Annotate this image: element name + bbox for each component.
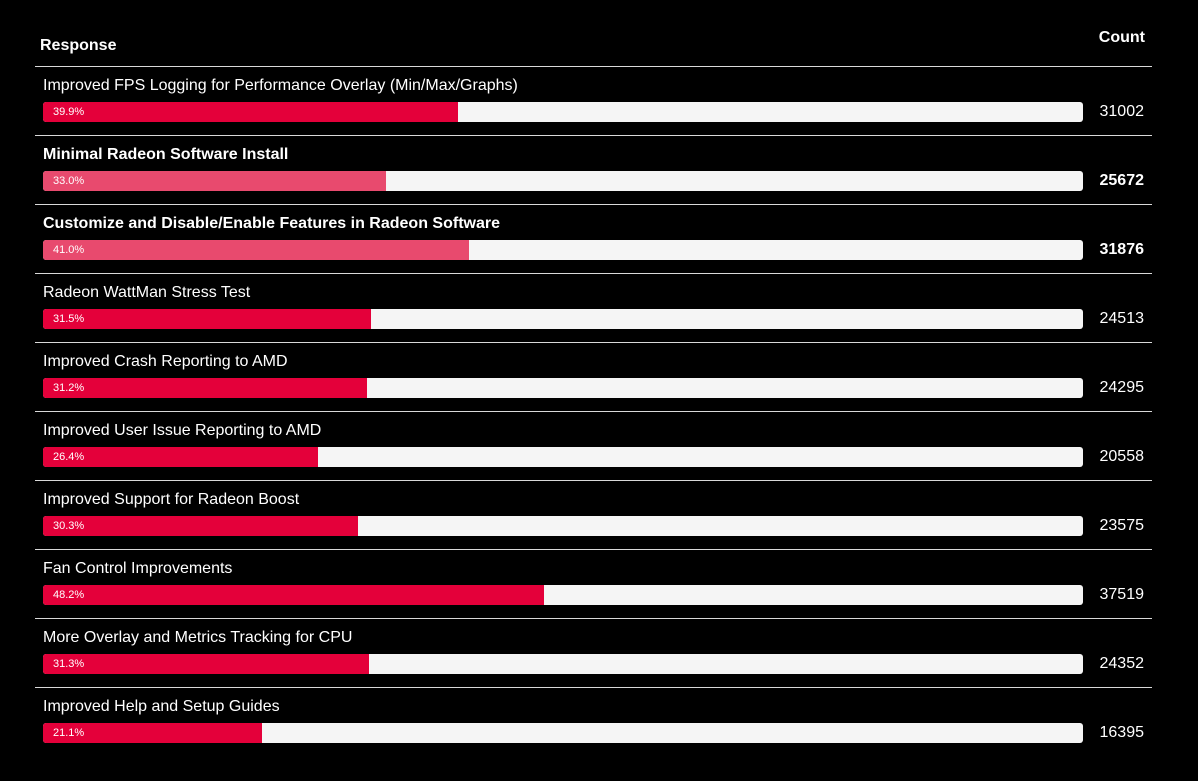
response-label: Customize and Disable/Enable Features in… [43,215,500,232]
bar-fill [43,102,458,122]
count-value: 24295 [1099,379,1145,396]
response-label: Fan Control Improvements [43,560,233,577]
response-row: Improved Crash Reporting to AMD 31.2% 2429… [35,342,1152,411]
bar-track: 21.1% [43,723,1083,743]
count-value: 24513 [1099,310,1145,327]
percent-label: 21.1% [53,727,85,739]
count-value: 20558 [1099,448,1145,465]
response-row: Improved User Issue Reporting to AMD 26.4… [35,411,1152,480]
response-column-header: Response [40,37,117,54]
bar-track: 31.2% [43,378,1083,398]
percent-label: 26.4% [53,451,85,463]
bar-fill [43,447,318,467]
response-row: More Overlay and Metrics Tracking for CP… [35,618,1152,687]
response-row: Improved Help and Setup Guides 21.1% 16395 [35,687,1152,756]
percent-label: 48.2% [53,589,85,601]
bar-fill [43,723,263,743]
bar-track: 30.3% [43,516,1083,536]
percent-label: 33.0% [53,175,85,187]
response-label: Improved Help and Setup Guides [43,698,280,715]
response-row: Customize and Disable/Enable Features in… [35,204,1152,273]
count-value: 23575 [1099,517,1145,534]
percent-label: 30.3% [53,520,85,532]
count-column-header: Count [1098,29,1145,46]
response-list: Improved FPS Logging for Performance Ove… [35,66,1152,756]
bar-fill [43,378,368,398]
bar-fill [43,516,359,536]
response-row: Improved Support for Radeon Boost 30.3% 23… [35,480,1152,549]
percent-label: 31.2% [53,382,85,394]
count-value: 16395 [1099,724,1145,741]
bar-track: 26.4% [43,447,1083,467]
count-value: 31876 [1099,241,1145,258]
bar-track: 48.2% [43,585,1083,605]
count-value: 31002 [1099,103,1145,120]
bar-fill [43,309,371,329]
bar-track: 31.3% [43,654,1083,674]
response-label: Minimal Radeon Software Install [43,146,289,163]
count-value: 24352 [1099,655,1145,672]
response-label: More Overlay and Metrics Tracking for CP… [43,629,353,646]
percent-label: 41.0% [53,244,85,256]
bar-fill [43,585,545,605]
bar-fill [43,171,387,191]
response-label: Improved User Issue Reporting to AMD [43,422,322,439]
percent-label: 39.9% [53,106,85,118]
response-label: Radeon WattMan Stress Test [43,284,251,301]
response-label: Improved Crash Reporting to AMD [43,353,288,370]
bar-fill [43,654,369,674]
response-label: Improved Support for Radeon Boost [43,491,300,508]
response-label: Improved FPS Logging for Performance Ove… [43,77,518,94]
bar-track: 41.0% [43,240,1083,260]
response-row: Fan Control Improvements 48.2% 37519 [35,549,1152,618]
count-value: 25672 [1099,172,1145,189]
bar-track: 39.9% [43,102,1083,122]
percent-label: 31.5% [53,313,85,325]
count-value: 37519 [1099,586,1145,603]
response-row: Improved FPS Logging for Performance Ove… [35,66,1152,135]
response-row: Radeon WattMan Stress Test 31.5% 24513 [35,273,1152,342]
response-row: Minimal Radeon Software Install 33.0% 2567… [35,135,1152,204]
bar-track: 31.5% [43,309,1083,329]
bar-track: 33.0% [43,171,1083,191]
bar-fill [43,240,470,260]
percent-label: 31.3% [53,658,85,670]
